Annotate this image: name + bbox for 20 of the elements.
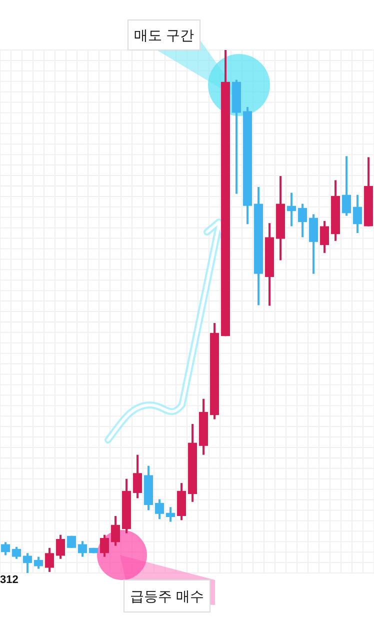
candlestick — [155, 498, 164, 520]
candlestick — [34, 556, 43, 570]
candlestick — [133, 454, 142, 500]
candlestick — [342, 155, 351, 217]
candlestick — [166, 506, 175, 523]
candlestick — [320, 220, 329, 254]
candlestick — [23, 552, 32, 574]
candlestick — [56, 534, 65, 560]
candlestick — [287, 192, 296, 228]
candlestick — [298, 202, 307, 238]
candlestick — [45, 546, 54, 573]
candlestick — [12, 546, 21, 560]
candlestick — [353, 194, 362, 234]
candlestick — [100, 534, 109, 558]
text: 매도 구간 — [134, 27, 194, 43]
text: 급등주 매수 — [130, 588, 204, 604]
candlestick — [111, 514, 120, 547]
candlestick — [78, 540, 87, 558]
candlestick — [1, 541, 10, 556]
text: 312 — [0, 574, 18, 586]
